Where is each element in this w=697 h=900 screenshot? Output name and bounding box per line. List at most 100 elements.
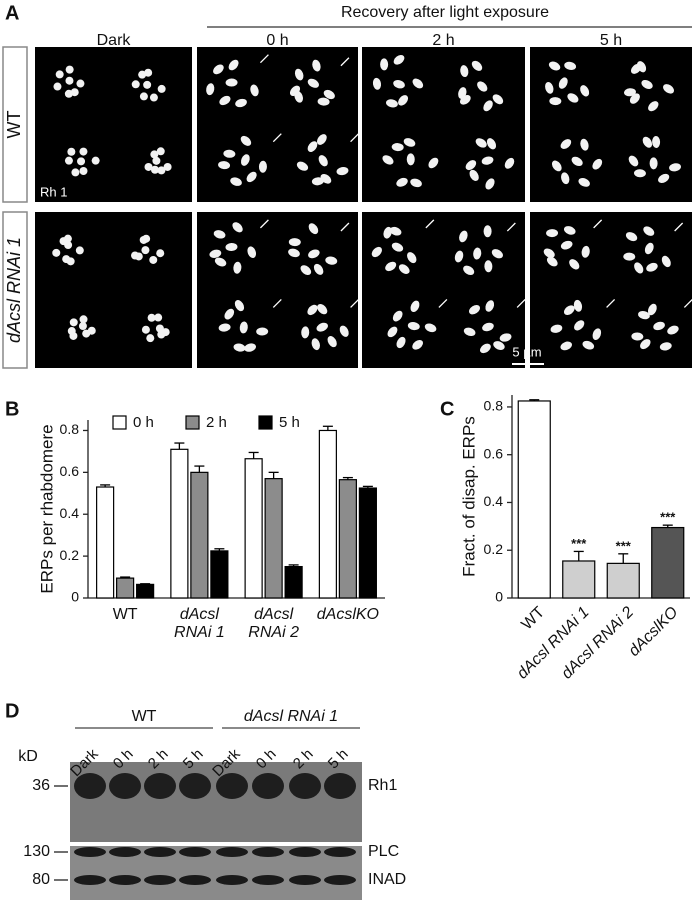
bar bbox=[170, 448, 189, 599]
rhabdomere bbox=[386, 99, 398, 108]
rhabdomere bbox=[218, 323, 231, 332]
rhabdomere bbox=[64, 156, 73, 165]
rhabdomere bbox=[131, 251, 140, 260]
rhabdomere bbox=[647, 303, 657, 316]
x-tick-label: WT bbox=[518, 604, 548, 634]
rhabdomere bbox=[658, 173, 670, 183]
rhabdomere bbox=[147, 313, 156, 322]
legend-label: 0 h bbox=[133, 414, 154, 431]
rhabdomere bbox=[393, 54, 405, 65]
y-tick-label: 0.2 bbox=[60, 547, 80, 563]
rhabdomere bbox=[581, 245, 590, 258]
rhabdomere bbox=[387, 326, 398, 338]
column-label: 5 h bbox=[600, 32, 622, 49]
rhabdomere bbox=[308, 249, 320, 259]
rhabdomere bbox=[424, 323, 437, 333]
band bbox=[252, 773, 284, 799]
group-label: dAcsl RNAi 1 bbox=[244, 708, 338, 725]
legend-label: 2 h bbox=[206, 414, 227, 431]
stain-label: Rh 1 bbox=[40, 184, 67, 199]
rhabdomere bbox=[146, 334, 155, 343]
rhabdomere bbox=[463, 327, 476, 337]
rhabdomere bbox=[156, 249, 165, 258]
rhabdomere bbox=[428, 157, 439, 169]
rhabdomere bbox=[580, 138, 589, 151]
band bbox=[144, 773, 176, 799]
rhabdomere bbox=[592, 328, 602, 340]
rhabdomere bbox=[63, 234, 72, 243]
rhabdomere bbox=[206, 83, 215, 96]
band-label: Rh1 bbox=[368, 777, 397, 794]
rhabdomere bbox=[624, 88, 636, 97]
y-tick-label: 0.2 bbox=[484, 541, 504, 557]
rhabdomere bbox=[339, 325, 349, 337]
rhabdomere bbox=[504, 157, 515, 169]
rhabdomere bbox=[669, 163, 681, 172]
rhabdomere bbox=[317, 134, 327, 145]
rhabdomere bbox=[300, 265, 312, 275]
rhabdomere bbox=[289, 85, 301, 96]
rhabdomere bbox=[459, 230, 468, 243]
y-tick-label: 0.4 bbox=[484, 493, 504, 509]
rhabdomere bbox=[294, 68, 304, 81]
rhabdomere bbox=[571, 156, 583, 167]
legend-swatch bbox=[185, 415, 200, 430]
band bbox=[74, 875, 106, 885]
rhabdomere bbox=[79, 167, 88, 176]
bar bbox=[116, 577, 135, 599]
y-axis-label: ERPs per rhabdomere bbox=[37, 424, 56, 593]
bar bbox=[284, 565, 303, 599]
rhabdomere bbox=[149, 93, 158, 102]
rhabdomere bbox=[218, 161, 231, 170]
rhabdomere bbox=[578, 178, 590, 187]
rhabdomere bbox=[143, 80, 152, 89]
band bbox=[179, 847, 211, 857]
arrow bbox=[340, 57, 350, 67]
band bbox=[144, 847, 176, 857]
rhabdomere bbox=[213, 230, 226, 239]
rhabdomere bbox=[150, 150, 159, 159]
rhabdomere bbox=[157, 330, 166, 339]
rhabdomere bbox=[76, 79, 85, 88]
rhabdomere bbox=[313, 263, 324, 275]
rhabdomere bbox=[473, 247, 482, 260]
rhabdomere bbox=[154, 313, 163, 322]
y-axis-label: Fract. of disap. ERPs bbox=[459, 416, 478, 577]
y-tick-label: 0 bbox=[71, 589, 79, 605]
rhabdomere bbox=[225, 78, 238, 87]
rhabdomere bbox=[573, 299, 583, 312]
row-label: WT bbox=[4, 111, 24, 139]
rhabdomere bbox=[65, 76, 74, 85]
row-label-box bbox=[2, 211, 28, 369]
bar bbox=[318, 429, 337, 599]
rhabdomere bbox=[323, 89, 335, 100]
group-label: WT bbox=[132, 708, 157, 725]
rhabdomere bbox=[551, 160, 562, 172]
rhabdomere bbox=[149, 255, 158, 264]
rhabdomere bbox=[663, 84, 674, 94]
panel-label: B bbox=[5, 398, 19, 420]
rhabdomere bbox=[410, 300, 420, 313]
micrograph bbox=[35, 47, 192, 202]
band bbox=[324, 847, 356, 857]
rhabdomere bbox=[55, 70, 64, 79]
rhabdomere bbox=[163, 162, 172, 171]
bar bbox=[190, 471, 209, 599]
band bbox=[109, 875, 141, 885]
rhabdomere bbox=[232, 222, 243, 233]
bar bbox=[651, 526, 685, 599]
rhabdomere bbox=[465, 160, 477, 171]
bar bbox=[562, 560, 596, 599]
bar bbox=[606, 562, 640, 599]
rhabdomere bbox=[499, 333, 512, 342]
rhabdomere bbox=[485, 300, 495, 312]
bar bbox=[210, 550, 229, 599]
rhabdomere bbox=[667, 325, 679, 335]
rhabdomere bbox=[372, 77, 382, 90]
rhabdomere bbox=[640, 339, 651, 350]
rhabdomere bbox=[157, 84, 166, 93]
rhabdomere bbox=[574, 320, 585, 331]
rhabdomere bbox=[563, 305, 575, 316]
rhabdomere bbox=[144, 162, 153, 171]
